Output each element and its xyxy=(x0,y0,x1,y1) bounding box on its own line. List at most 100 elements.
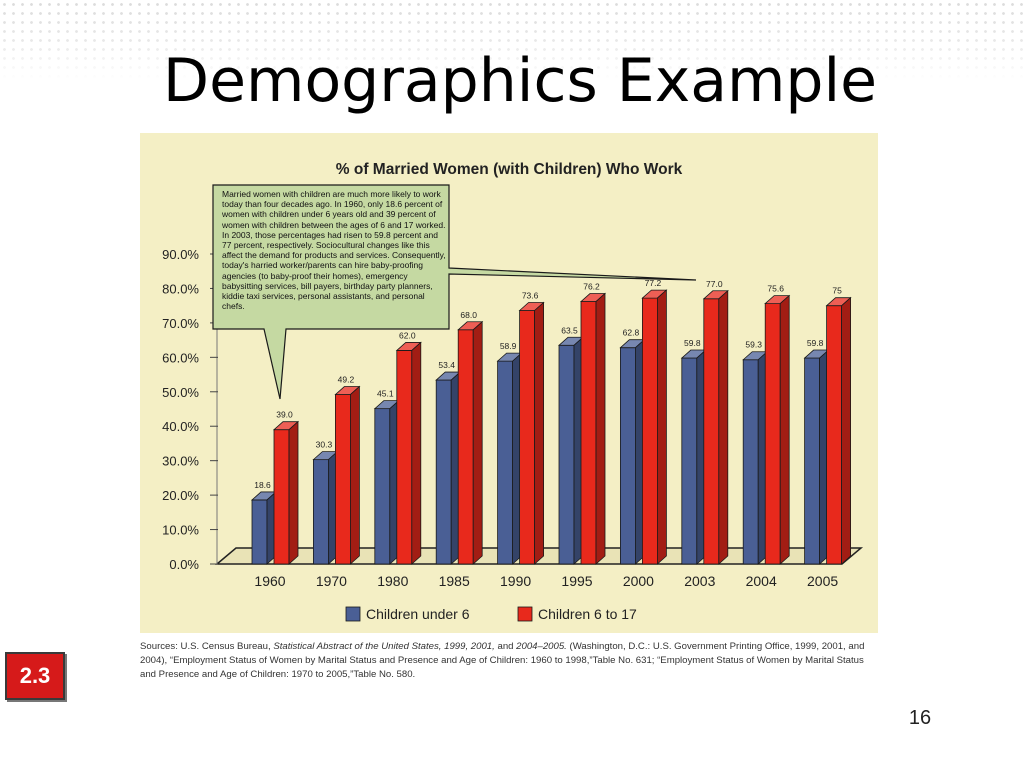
y-tick-label: 70.0% xyxy=(162,316,199,331)
page-number: 16 xyxy=(908,707,932,729)
x-category-label: 1985 xyxy=(439,573,470,589)
bar-children-6-to-17 xyxy=(395,341,422,565)
bar-front xyxy=(273,429,290,565)
bar-value-label: 39.0 xyxy=(276,410,293,420)
bar-side xyxy=(718,289,729,565)
callout-shape xyxy=(212,184,697,400)
x-category-label: 1980 xyxy=(377,573,408,589)
bar-side xyxy=(657,289,667,565)
bar-front xyxy=(457,329,474,565)
bar-chart: % of Married Women (with Children) Who W… xyxy=(162,161,864,622)
bar-children-6-to-17 xyxy=(334,385,361,565)
bar-value-label: 73.6 xyxy=(522,290,539,300)
bar-children-under-6 xyxy=(557,336,585,565)
y-tick-label: 50.0% xyxy=(162,385,199,400)
bar-children-under-6 xyxy=(803,349,830,565)
x-category-label: 1995 xyxy=(561,573,592,589)
bar-side xyxy=(534,301,545,565)
bar-value-label: 59.8 xyxy=(807,338,824,348)
y-tick-label: 40.0% xyxy=(162,419,199,434)
chart-panel: % of Married Women (with Children) Who W… xyxy=(140,133,878,633)
bar-front xyxy=(826,305,842,565)
bar-side xyxy=(349,385,360,565)
bar-value-label: 76.2 xyxy=(583,282,600,292)
chart-callout xyxy=(212,184,697,400)
bar-side xyxy=(411,341,422,565)
chart-legend: Children under 6 Children 6 to 17 xyxy=(345,606,637,622)
bar-value-label: 30.3 xyxy=(316,440,333,450)
legend-label: Children 6 to 17 xyxy=(538,606,637,622)
bar-children-under-6 xyxy=(619,338,646,565)
bar-front xyxy=(435,379,452,565)
bar-side xyxy=(472,320,483,565)
x-category-label: 2004 xyxy=(746,573,777,589)
bar-children-6-to-17 xyxy=(702,289,729,565)
x-category-label: 2005 xyxy=(807,573,838,589)
bar-value-label: 49.2 xyxy=(338,375,355,385)
x-category-label: 2003 xyxy=(684,573,715,589)
bar-value-label: 62.8 xyxy=(623,328,640,338)
legend-swatch-under-6 xyxy=(345,606,361,622)
bar-side xyxy=(779,294,790,565)
bar-value-label: 75 xyxy=(832,286,842,296)
slide-title: Demographics Example xyxy=(162,46,878,116)
bar-children-under-6 xyxy=(373,399,400,565)
bar-value-label: 63.5 xyxy=(561,325,578,335)
bar-children-under-6 xyxy=(742,350,769,565)
bar-children-6-to-17 xyxy=(518,301,545,565)
bar-value-label: 59.8 xyxy=(684,338,701,348)
bar-front xyxy=(764,303,781,565)
bar-value-label: 18.6 xyxy=(254,480,271,490)
legend-swatch-6-to-17 xyxy=(517,606,533,622)
y-tick-label: 90.0% xyxy=(162,247,199,262)
bar-value-label: 77.0 xyxy=(706,279,723,289)
bar-front xyxy=(396,350,413,565)
section-badge: 2.3 xyxy=(5,652,65,700)
bar-front xyxy=(497,360,514,565)
bar-children-6-to-17 xyxy=(579,292,607,565)
bar-value-label: 59.3 xyxy=(745,340,762,350)
bar-children-under-6 xyxy=(250,491,278,565)
bar-front xyxy=(742,359,759,565)
bar-children-6-to-17 xyxy=(825,296,852,565)
bar-value-label: 75.6 xyxy=(767,284,784,294)
chart-sources: Sources: U.S. Census Bureau, Statistical… xyxy=(140,641,865,680)
y-tick-label: 10.0% xyxy=(162,523,199,538)
bar-front xyxy=(641,297,658,565)
bar-children-under-6 xyxy=(680,349,707,565)
bar-value-label: 77.2 xyxy=(645,278,662,288)
bar-value-label: 45.1 xyxy=(377,389,394,399)
y-tick-label: 80.0% xyxy=(162,281,199,296)
bar-children-under-6 xyxy=(496,352,523,565)
x-category-label: 1960 xyxy=(254,573,285,589)
source-years: 2004–2005. xyxy=(516,641,567,652)
bar-side xyxy=(595,292,606,565)
source-title: Statistical Abstract of the United State… xyxy=(273,641,495,652)
bar-value-label: 53.4 xyxy=(438,360,455,370)
bar-children-under-6 xyxy=(435,371,462,565)
bar-front xyxy=(703,298,720,565)
chart-title: % of Married Women (with Children) Who W… xyxy=(336,161,683,178)
bar-front xyxy=(374,408,391,565)
legend-label: Children under 6 xyxy=(366,606,470,622)
bar-value-label: 68.0 xyxy=(460,310,477,320)
bar-children-under-6 xyxy=(312,450,339,565)
x-category-label: 2000 xyxy=(623,573,654,589)
bar-front xyxy=(312,459,329,565)
y-tick-label: 20.0% xyxy=(162,488,199,503)
bar-children-6-to-17 xyxy=(641,289,668,565)
bar-children-6-to-17 xyxy=(457,320,484,565)
bar-front xyxy=(251,499,268,565)
bar-front xyxy=(804,357,820,565)
bar-front xyxy=(681,357,698,565)
bar-children-6-to-17 xyxy=(272,420,300,565)
bar-children-6-to-17 xyxy=(764,294,791,565)
bar-side xyxy=(841,296,851,565)
bar-front xyxy=(558,344,575,565)
y-tick-label: 30.0% xyxy=(162,454,199,469)
bar-front xyxy=(334,394,351,565)
bar-front xyxy=(619,347,636,565)
x-category-label: 1970 xyxy=(316,573,347,589)
bar-value-label: 58.9 xyxy=(500,341,517,351)
y-tick-label: 60.0% xyxy=(162,350,199,365)
